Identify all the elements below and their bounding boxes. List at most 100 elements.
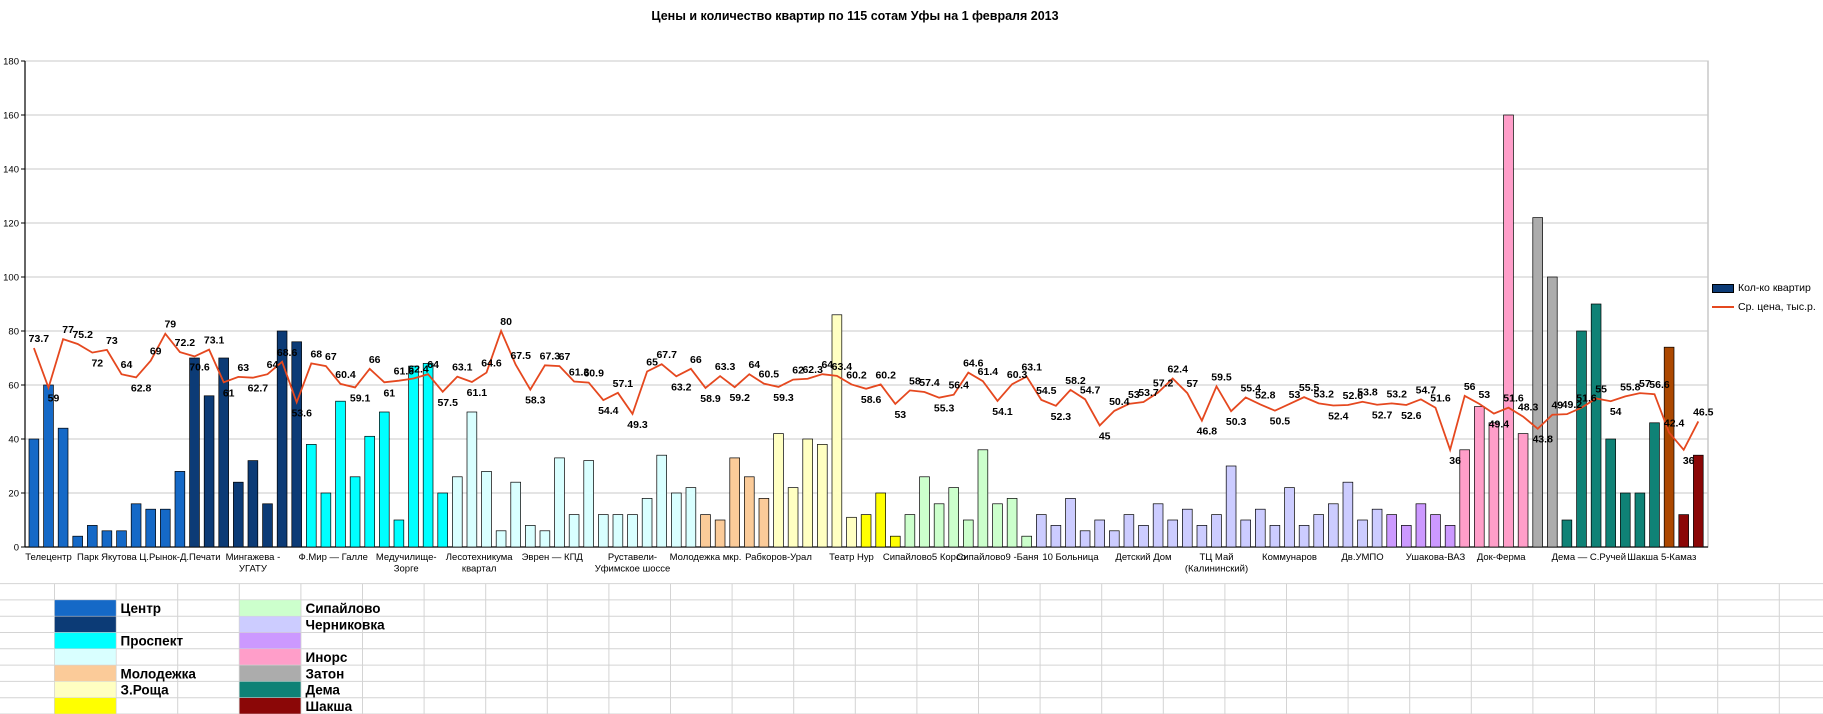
- bar: [262, 503, 273, 548]
- price-label: 63.3: [715, 361, 736, 373]
- price-label: 64: [427, 359, 439, 371]
- price-label: 64.6: [963, 358, 984, 370]
- line-series-swatch-icon: [1712, 306, 1734, 308]
- price-label: 45: [1099, 431, 1111, 443]
- bar: [1006, 498, 1018, 548]
- price-label: 54: [1610, 406, 1622, 418]
- bar: [1430, 514, 1441, 548]
- bar: [1065, 498, 1076, 548]
- district-swatch: [54, 615, 117, 633]
- price-label: 52.7: [1372, 410, 1393, 422]
- bar: [1050, 525, 1062, 548]
- price-label: 46.5: [1693, 406, 1714, 418]
- bar: [1620, 492, 1631, 548]
- district-label: Проспект: [121, 634, 184, 649]
- price-label: 51.6: [1576, 393, 1597, 405]
- x-category-label: квартал: [462, 564, 497, 575]
- price-label: 60.2: [875, 369, 896, 381]
- bar: [744, 476, 755, 548]
- bar: [1561, 519, 1573, 548]
- x-category-label: УГАТУ: [239, 564, 268, 575]
- bar: [583, 460, 594, 548]
- price-label: 60.4: [335, 369, 356, 381]
- price-label: 61.3: [569, 366, 590, 378]
- price-label: 58.3: [525, 395, 546, 407]
- price-line: [33, 328, 1700, 453]
- price-label: 57.2: [1153, 378, 1174, 390]
- price-label: 56.4: [948, 380, 969, 392]
- bar: [641, 498, 653, 548]
- district-swatch: [54, 632, 117, 650]
- x-category-label: Сипайлово9 -Баня: [956, 552, 1038, 563]
- price-label: 61.6: [394, 366, 415, 378]
- y-tick-label: 60: [8, 381, 19, 392]
- bar: [218, 357, 229, 548]
- price-label: 55.4: [1240, 382, 1261, 394]
- district-swatch: [54, 697, 117, 714]
- price-label: 79: [164, 319, 176, 331]
- price-label: 54.4: [598, 405, 619, 417]
- bar: [671, 492, 682, 548]
- bar: [1649, 422, 1660, 548]
- price-label: 63.4: [832, 361, 853, 373]
- price-label: 53.2: [1313, 388, 1334, 400]
- bar: [1328, 503, 1339, 548]
- district-label: Центр: [121, 601, 162, 616]
- bar: [379, 411, 390, 548]
- price-label: 58.6: [861, 394, 882, 406]
- bar: [817, 444, 828, 548]
- bar: [977, 449, 989, 548]
- district-label: Шакша: [306, 699, 353, 714]
- bar: [422, 363, 434, 548]
- bar: [1196, 525, 1208, 548]
- chart-title: Цены и количество квартир по 115 сотам У…: [651, 9, 1059, 23]
- bar: [904, 514, 916, 548]
- bar: [758, 498, 770, 548]
- y-tick-label: 140: [3, 165, 19, 176]
- bar: [1663, 346, 1675, 548]
- price-label: 67: [559, 351, 571, 363]
- bar: [890, 535, 901, 548]
- bar: [1634, 492, 1646, 548]
- bar: [452, 476, 463, 548]
- bar: [919, 476, 930, 548]
- bar: [685, 487, 697, 548]
- price-label: 59: [48, 393, 60, 405]
- district-swatch: [54, 664, 117, 682]
- price-label: 53: [1478, 389, 1490, 401]
- price-label: 63: [237, 362, 249, 374]
- bar: [1036, 514, 1047, 548]
- x-category-label: Дв.УМПО: [1341, 552, 1383, 563]
- price-label: 54.1: [992, 406, 1013, 418]
- bar: [43, 384, 54, 548]
- bar: [101, 530, 113, 548]
- price-label: 52.3: [1051, 411, 1072, 423]
- price-label: 50.4: [1109, 396, 1130, 408]
- bar: [247, 460, 259, 548]
- price-label: 70.6: [189, 361, 210, 373]
- price-label: 58.9: [700, 393, 721, 405]
- x-category-label: (Калининский): [1185, 564, 1248, 575]
- bar: [349, 476, 361, 548]
- price-label: 49.2: [1562, 399, 1583, 411]
- bar: [1503, 114, 1514, 548]
- bar: [335, 400, 346, 548]
- district-swatch: [239, 664, 302, 682]
- legend-item-bars: Кол-ко квартир: [1712, 282, 1816, 294]
- x-category-label: Шакша 5-Камаз: [1627, 552, 1696, 563]
- bar: [656, 454, 667, 548]
- price-label: 61.1: [467, 387, 488, 399]
- bar: [627, 514, 638, 548]
- bar: [306, 444, 317, 548]
- bar: [1605, 438, 1616, 548]
- line-series-label: Ср. цена, тыс.р.: [1738, 301, 1816, 313]
- x-category-label: Лесотехникума: [446, 552, 514, 563]
- price-label: 62.4: [1167, 364, 1188, 376]
- bar: [364, 435, 375, 548]
- price-label: 64: [821, 359, 833, 371]
- bar: [554, 457, 565, 548]
- bar: [1167, 519, 1178, 548]
- price-label: 66: [690, 354, 702, 366]
